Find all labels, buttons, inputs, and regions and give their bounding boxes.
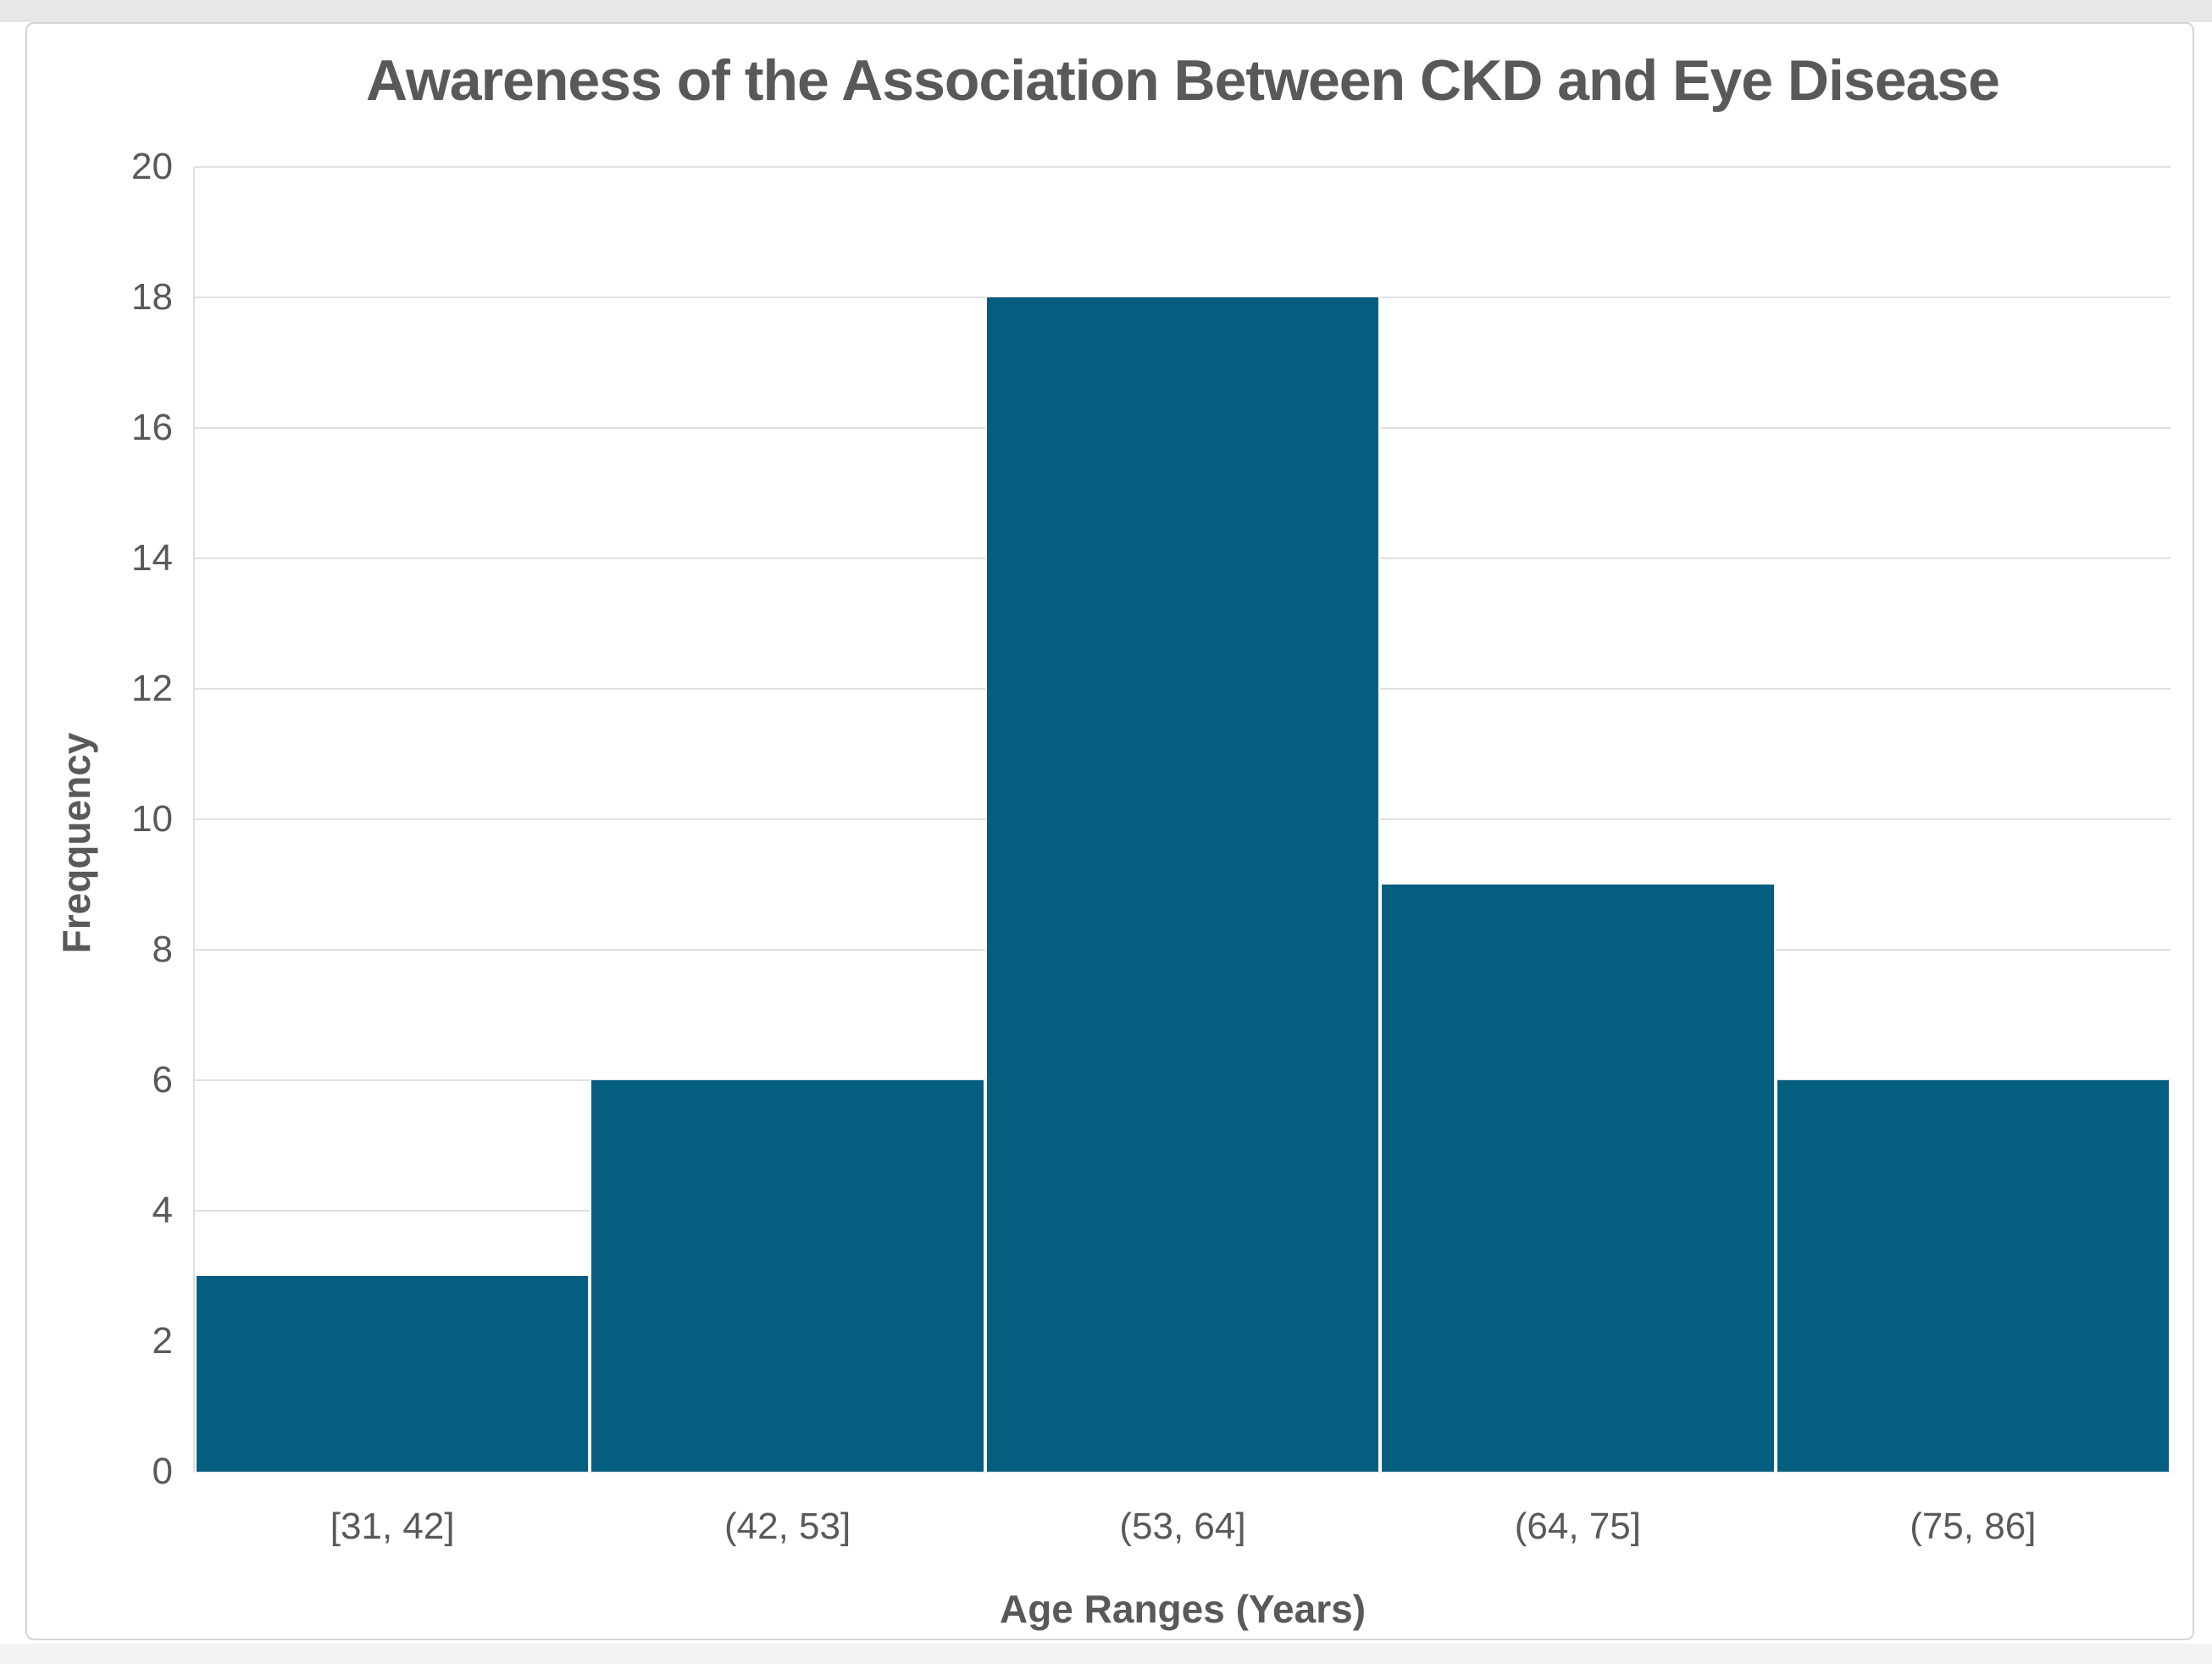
page-top-strip <box>0 0 2212 22</box>
x-axis-category-label: (42, 53] <box>723 1506 851 1547</box>
y-axis-tick-labels: 0 2 4 6 8 10 12 14 16 18 20 <box>0 148 173 1490</box>
y-axis-tick-label: 18 <box>131 276 173 318</box>
y-axis-tick-label: 6 <box>152 1059 173 1101</box>
page-bottom-strip <box>0 1644 2212 1664</box>
x-axis-category-label: (64, 75] <box>1514 1506 1641 1547</box>
chart-title: Awareness of the Association Between CKD… <box>365 48 2000 113</box>
y-axis-tick-label: 0 <box>152 1450 173 1492</box>
histogram-bar <box>1775 1080 2170 1472</box>
y-axis-tick-label: 12 <box>131 668 173 709</box>
x-axis-category-label: (53, 64] <box>1119 1506 1246 1547</box>
histogram-bar <box>195 1276 590 1472</box>
x-axis-category-label: [31, 42] <box>330 1506 455 1547</box>
gridline <box>195 166 2170 168</box>
y-axis-tick-label: 14 <box>131 537 173 579</box>
y-axis-tick-label: 10 <box>131 798 173 840</box>
y-axis-tick-label: 2 <box>152 1320 173 1362</box>
y-axis-tick-label: 16 <box>131 407 173 448</box>
y-axis-tick-label: 20 <box>131 146 173 187</box>
x-axis-category-label: (75, 86] <box>1910 1506 2037 1547</box>
y-axis-tick-label: 8 <box>152 929 173 970</box>
y-axis-line <box>193 167 195 1472</box>
plot-area <box>193 166 2170 1473</box>
x-axis-category-labels: [31, 42] (42, 53] (53, 64] (64, 75] (75, 86] <box>195 1506 2170 1557</box>
gridline <box>195 1471 2170 1473</box>
histogram-bar <box>590 1080 985 1472</box>
histogram-bar <box>984 297 1381 1472</box>
x-axis-title: Age Ranges (Years) <box>999 1587 1367 1631</box>
y-axis-tick-label: 4 <box>152 1190 173 1231</box>
histogram-bar <box>1380 885 1776 1472</box>
